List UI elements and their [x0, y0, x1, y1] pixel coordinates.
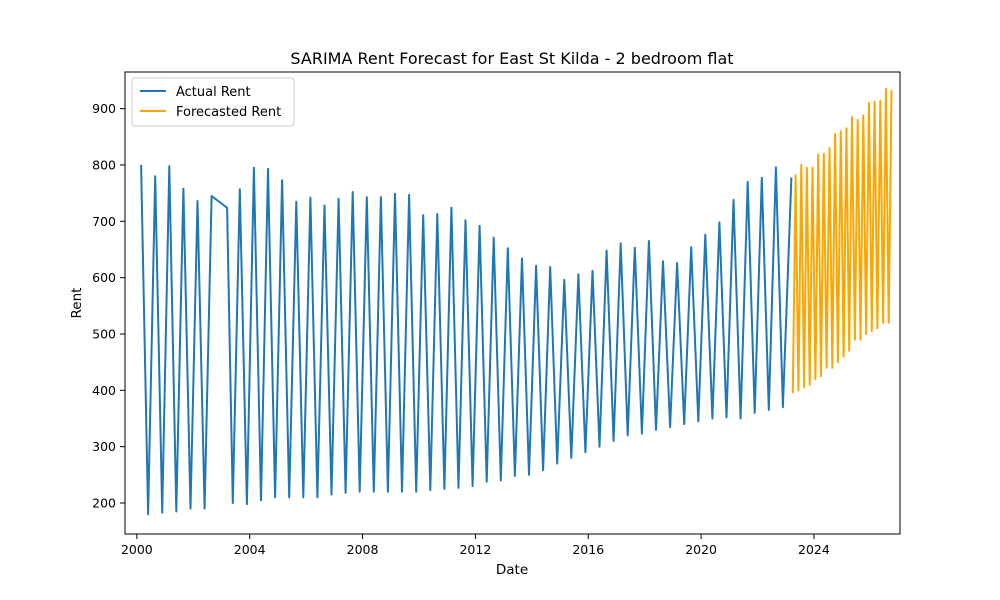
x-tick-label: 2016 [572, 542, 604, 557]
y-tick-label: 600 [92, 270, 116, 285]
chart-title: SARIMA Rent Forecast for East St Kilda -… [290, 49, 733, 68]
x-tick-label: 2008 [347, 542, 379, 557]
series-layer [140, 87, 893, 516]
legend-box [131, 77, 295, 127]
x-axis: 2000 2004 2008 2012 2016 2020 2024 [121, 534, 830, 557]
legend: Actual Rent Forecasted Rent [131, 77, 295, 127]
y-tick-label: 300 [92, 439, 116, 454]
y-tick-label: 800 [92, 157, 116, 172]
y-axis: 200 300 400 500 600 700 800 900 [92, 101, 125, 511]
y-axis-label: Rent [69, 288, 85, 319]
x-tick-label: 2012 [459, 542, 491, 557]
y-tick-label: 900 [92, 101, 116, 116]
x-tick-label: 2000 [121, 542, 153, 557]
y-tick-label: 200 [92, 496, 116, 511]
x-tick-label: 2024 [798, 542, 830, 557]
y-tick-label: 700 [92, 214, 116, 229]
x-tick-label: 2020 [685, 542, 717, 557]
plot-area-frame [124, 71, 901, 535]
y-tick-label: 400 [92, 383, 116, 398]
y-tick-label: 500 [92, 326, 116, 341]
series-line-actual-rent [140, 164, 793, 516]
x-tick-label: 2004 [234, 542, 266, 557]
legend-label-actual-rent: Actual Rent [176, 85, 251, 100]
legend-label-forecasted-rent: Forecasted Rent [176, 105, 281, 120]
x-axis-label: Date [496, 562, 528, 578]
series-line-forecasted-rent [791, 87, 893, 394]
